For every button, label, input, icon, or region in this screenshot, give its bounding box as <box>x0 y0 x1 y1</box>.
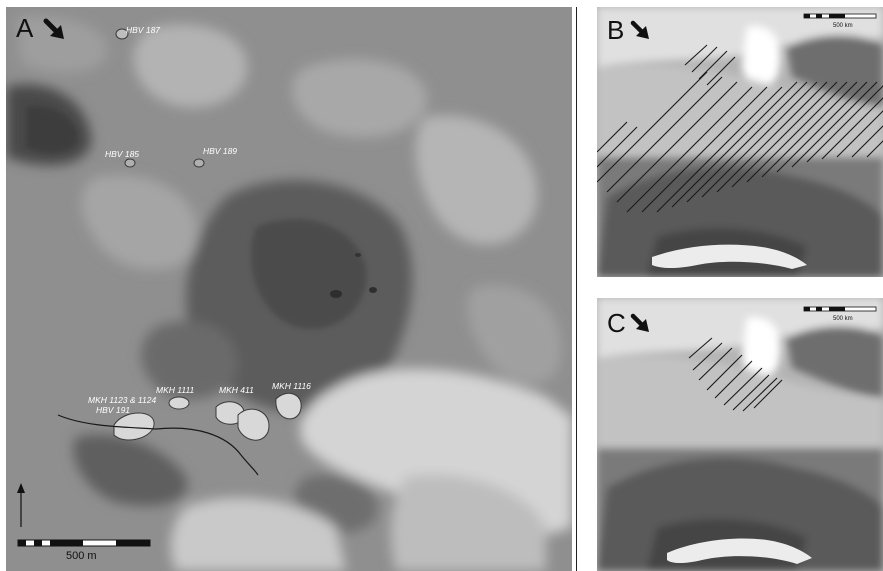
panel-divider <box>576 7 577 571</box>
site-label-hbv-191: HBV 191 <box>96 405 130 415</box>
panel-a-map: A HBV 187 HBV 185 HBV 189 MKH 1111 MKH 4… <box>6 7 572 571</box>
site-label-mkh-1111: MKH 1111 <box>156 385 195 395</box>
site-label-mkh-1116: MKH 1116 <box>272 381 311 391</box>
arrow-icon <box>630 313 649 332</box>
site-label-mkh-1123-1124: MKH 1123 & 1124 <box>88 395 156 405</box>
panel-c-label: C <box>607 308 626 338</box>
hatching-pattern <box>597 44 883 213</box>
panel-b-terrain: B 500 km <box>597 7 883 277</box>
scale-bar: 500 km <box>803 306 877 322</box>
panel-a-terrain <box>6 7 572 571</box>
scale-label-b: 500 km <box>833 23 853 29</box>
site-label-hbv-189: HBV 189 <box>203 146 237 156</box>
north-arrow-icon <box>17 483 25 527</box>
site-label-hbv-185: HBV 185 <box>105 149 139 159</box>
site-label-mkh-411: MKH 411 <box>219 385 254 395</box>
scale-bar: 500 m <box>17 539 151 562</box>
panel-a-overlay: A HBV 187 HBV 185 HBV 189 MKH 1111 MKH 4… <box>16 13 311 562</box>
scale-label-c: 500 km <box>833 316 853 322</box>
site-label-hbv-187: HBV 187 <box>126 25 160 35</box>
panel-b-map: B 500 km <box>597 7 883 277</box>
scale-bar: 500 km <box>803 13 877 29</box>
scale-label-a: 500 m <box>66 550 97 562</box>
hatching-pattern <box>688 337 783 412</box>
panel-c-map: C 500 km <box>597 298 883 571</box>
arrow-icon <box>630 20 649 39</box>
panel-a-label: A <box>16 13 34 43</box>
arrow-icon <box>43 18 64 39</box>
panel-b-label: B <box>607 15 624 45</box>
panel-c-terrain: C 500 km <box>597 298 883 571</box>
